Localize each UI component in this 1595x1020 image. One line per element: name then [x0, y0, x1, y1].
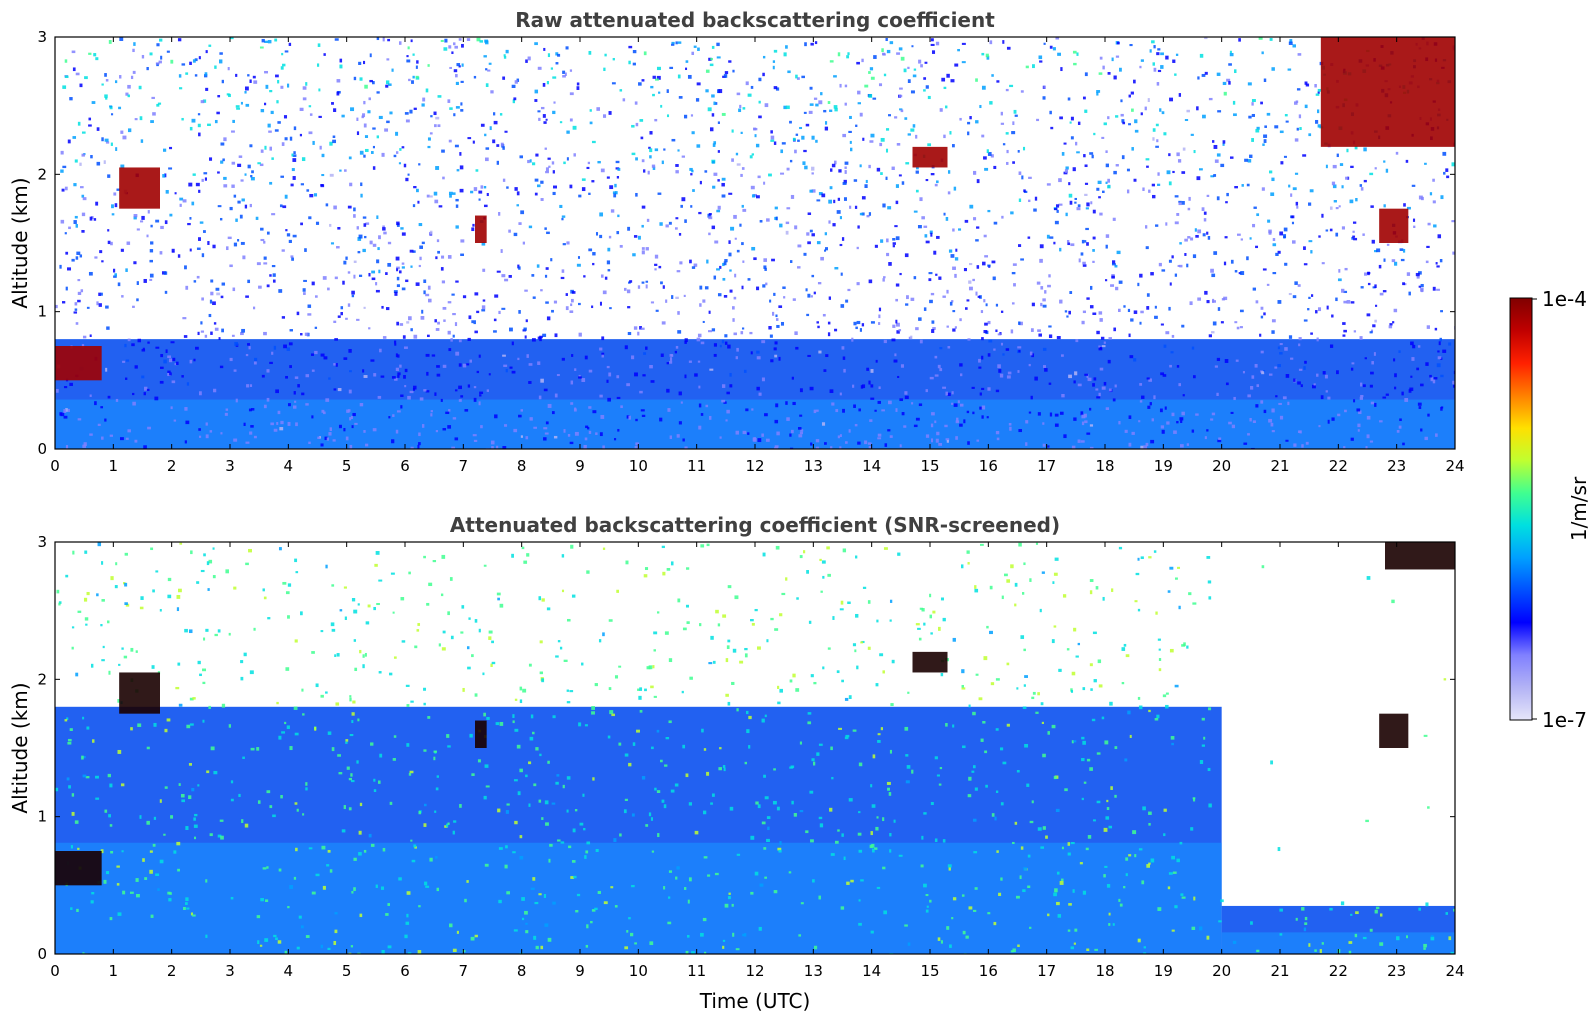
panel1-ylabel: Altitude (km) [8, 177, 32, 308]
panel1-title: Raw attenuated backscattering coefficien… [515, 8, 995, 32]
colorbar-min-label: 1e-7 [1542, 708, 1587, 732]
colorbar: 1e-4 1e-7 1/m/sr [1509, 287, 1591, 732]
x-tick-label: 24 [1445, 457, 1464, 475]
x-tick-label: 21 [1270, 962, 1289, 980]
x-tick-label: 9 [575, 962, 585, 980]
x-tick-label: 19 [1154, 962, 1173, 980]
x-tick-label: 22 [1329, 962, 1348, 980]
x-tick-label: 10 [629, 457, 648, 475]
x-tick-label: 9 [575, 457, 585, 475]
x-tick-label: 6 [400, 457, 410, 475]
y-tick-label: 1 [37, 808, 47, 826]
x-tick-label: 15 [920, 457, 939, 475]
x-tick-label: 8 [517, 457, 527, 475]
cloud-layer [912, 146, 948, 168]
x-tick-label: 15 [920, 962, 939, 980]
x-tick-label: 4 [284, 962, 294, 980]
cloud-layer [55, 851, 102, 886]
panel1-y-ticks: 0 1 2 3 [37, 28, 1455, 458]
x-tick-label: 3 [225, 962, 235, 980]
colorbar-unit-label: 1/m/sr [1567, 476, 1591, 541]
x-tick-label: 1 [109, 457, 119, 475]
colorbar-max-label: 1e-4 [1542, 287, 1587, 311]
panel1-heatmap [55, 37, 1455, 449]
x-tick-label: 19 [1154, 457, 1173, 475]
noise-texture [55, 542, 1455, 954]
y-tick-label: 0 [37, 945, 47, 963]
cloud-layer [1320, 37, 1455, 147]
panel1-x-ticks: 0 1 2 3 4 5 6 7 8 9 10 11 12 13 14 15 16 17 18 19 20 21 22 23 24 [50, 37, 1465, 475]
x-tick-label: 18 [1095, 962, 1114, 980]
x-tick-label: 12 [745, 962, 764, 980]
x-tick-label: 5 [342, 962, 352, 980]
x-tick-label: 10 [629, 962, 648, 980]
x-tick-label: 1 [109, 962, 119, 980]
x-tick-label: 23 [1387, 962, 1406, 980]
cloud-layer [912, 651, 948, 673]
x-tick-label: 11 [687, 457, 706, 475]
boundary-layer-core [55, 842, 1222, 954]
y-tick-label: 3 [37, 28, 47, 46]
x-tick-label: 8 [517, 962, 527, 980]
y-tick-label: 3 [37, 533, 47, 551]
cloud-layer [1385, 542, 1455, 570]
panel2-y-ticks: 0 1 2 3 [37, 533, 1455, 963]
y-tick-label: 2 [37, 165, 47, 183]
y-tick-label: 1 [37, 303, 47, 321]
x-tick-label: 0 [50, 962, 60, 980]
x-tick-label: 16 [979, 962, 998, 980]
cloud-layer [55, 346, 102, 381]
x-tick-label: 17 [1037, 457, 1056, 475]
x-tick-label: 0 [50, 457, 60, 475]
x-tick-label: 20 [1212, 962, 1231, 980]
x-axis-label: Time (UTC) [699, 989, 811, 1013]
cloud-layer [1379, 713, 1409, 748]
x-tick-label: 11 [687, 962, 706, 980]
snr-screened-panel: Attenuated backscattering coefficient (S… [8, 513, 1465, 1013]
x-tick-label: 18 [1095, 457, 1114, 475]
x-tick-label: 14 [862, 457, 881, 475]
x-tick-label: 4 [284, 457, 294, 475]
x-tick-label: 7 [459, 962, 469, 980]
x-tick-label: 14 [862, 962, 881, 980]
cloud-layer [119, 167, 160, 209]
x-tick-label: 23 [1387, 457, 1406, 475]
panel2-x-ticks: 0 1 2 3 4 5 6 7 8 9 10 11 12 13 14 15 16 17 18 19 20 21 22 23 24 [50, 542, 1465, 980]
cloud-layer [475, 720, 487, 748]
x-tick-label: 17 [1037, 962, 1056, 980]
cloud-layer [119, 672, 160, 714]
x-tick-label: 13 [804, 457, 823, 475]
raw-backscatter-panel: Raw attenuated backscattering coefficien… [8, 8, 1465, 475]
x-tick-label: 24 [1445, 962, 1464, 980]
x-tick-label: 21 [1270, 457, 1289, 475]
y-tick-label: 0 [37, 440, 47, 458]
x-tick-label: 6 [400, 962, 410, 980]
x-tick-label: 3 [225, 457, 235, 475]
cloud-layer [1379, 208, 1409, 243]
y-tick-label: 2 [37, 670, 47, 688]
x-tick-label: 13 [804, 962, 823, 980]
colorbar-gradient [1509, 297, 1533, 721]
cloud-layer [475, 215, 487, 243]
x-tick-label: 2 [167, 962, 177, 980]
x-tick-label: 2 [167, 457, 177, 475]
x-tick-label: 22 [1329, 457, 1348, 475]
x-tick-label: 16 [979, 457, 998, 475]
x-tick-label: 7 [459, 457, 469, 475]
x-tick-label: 12 [745, 457, 764, 475]
x-tick-label: 5 [342, 457, 352, 475]
panel2-heatmap [55, 542, 1455, 954]
panel2-ylabel: Altitude (km) [8, 682, 32, 813]
panel2-title: Attenuated backscattering coefficient (S… [450, 513, 1060, 537]
x-tick-label: 20 [1212, 457, 1231, 475]
